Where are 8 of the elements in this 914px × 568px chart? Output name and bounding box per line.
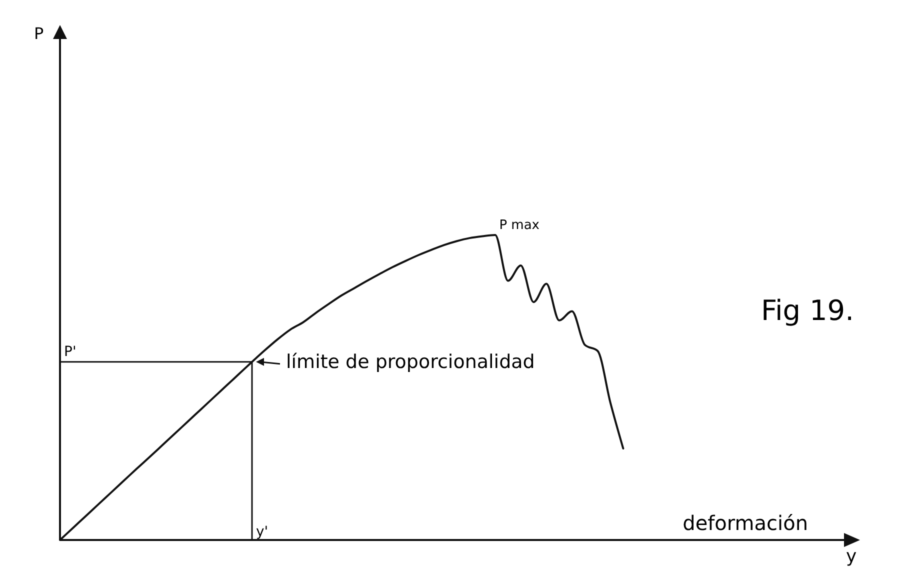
text: P	[34, 24, 44, 43]
annotation: y'	[256, 524, 268, 540]
text: P max	[499, 218, 540, 233]
x-axis-title: deformación	[682, 511, 808, 535]
annotation: límite de proporcionalidad	[286, 350, 535, 373]
text: y	[846, 546, 857, 567]
text: Fig 19.	[760, 294, 854, 327]
ref-line-label: P'	[64, 344, 76, 360]
